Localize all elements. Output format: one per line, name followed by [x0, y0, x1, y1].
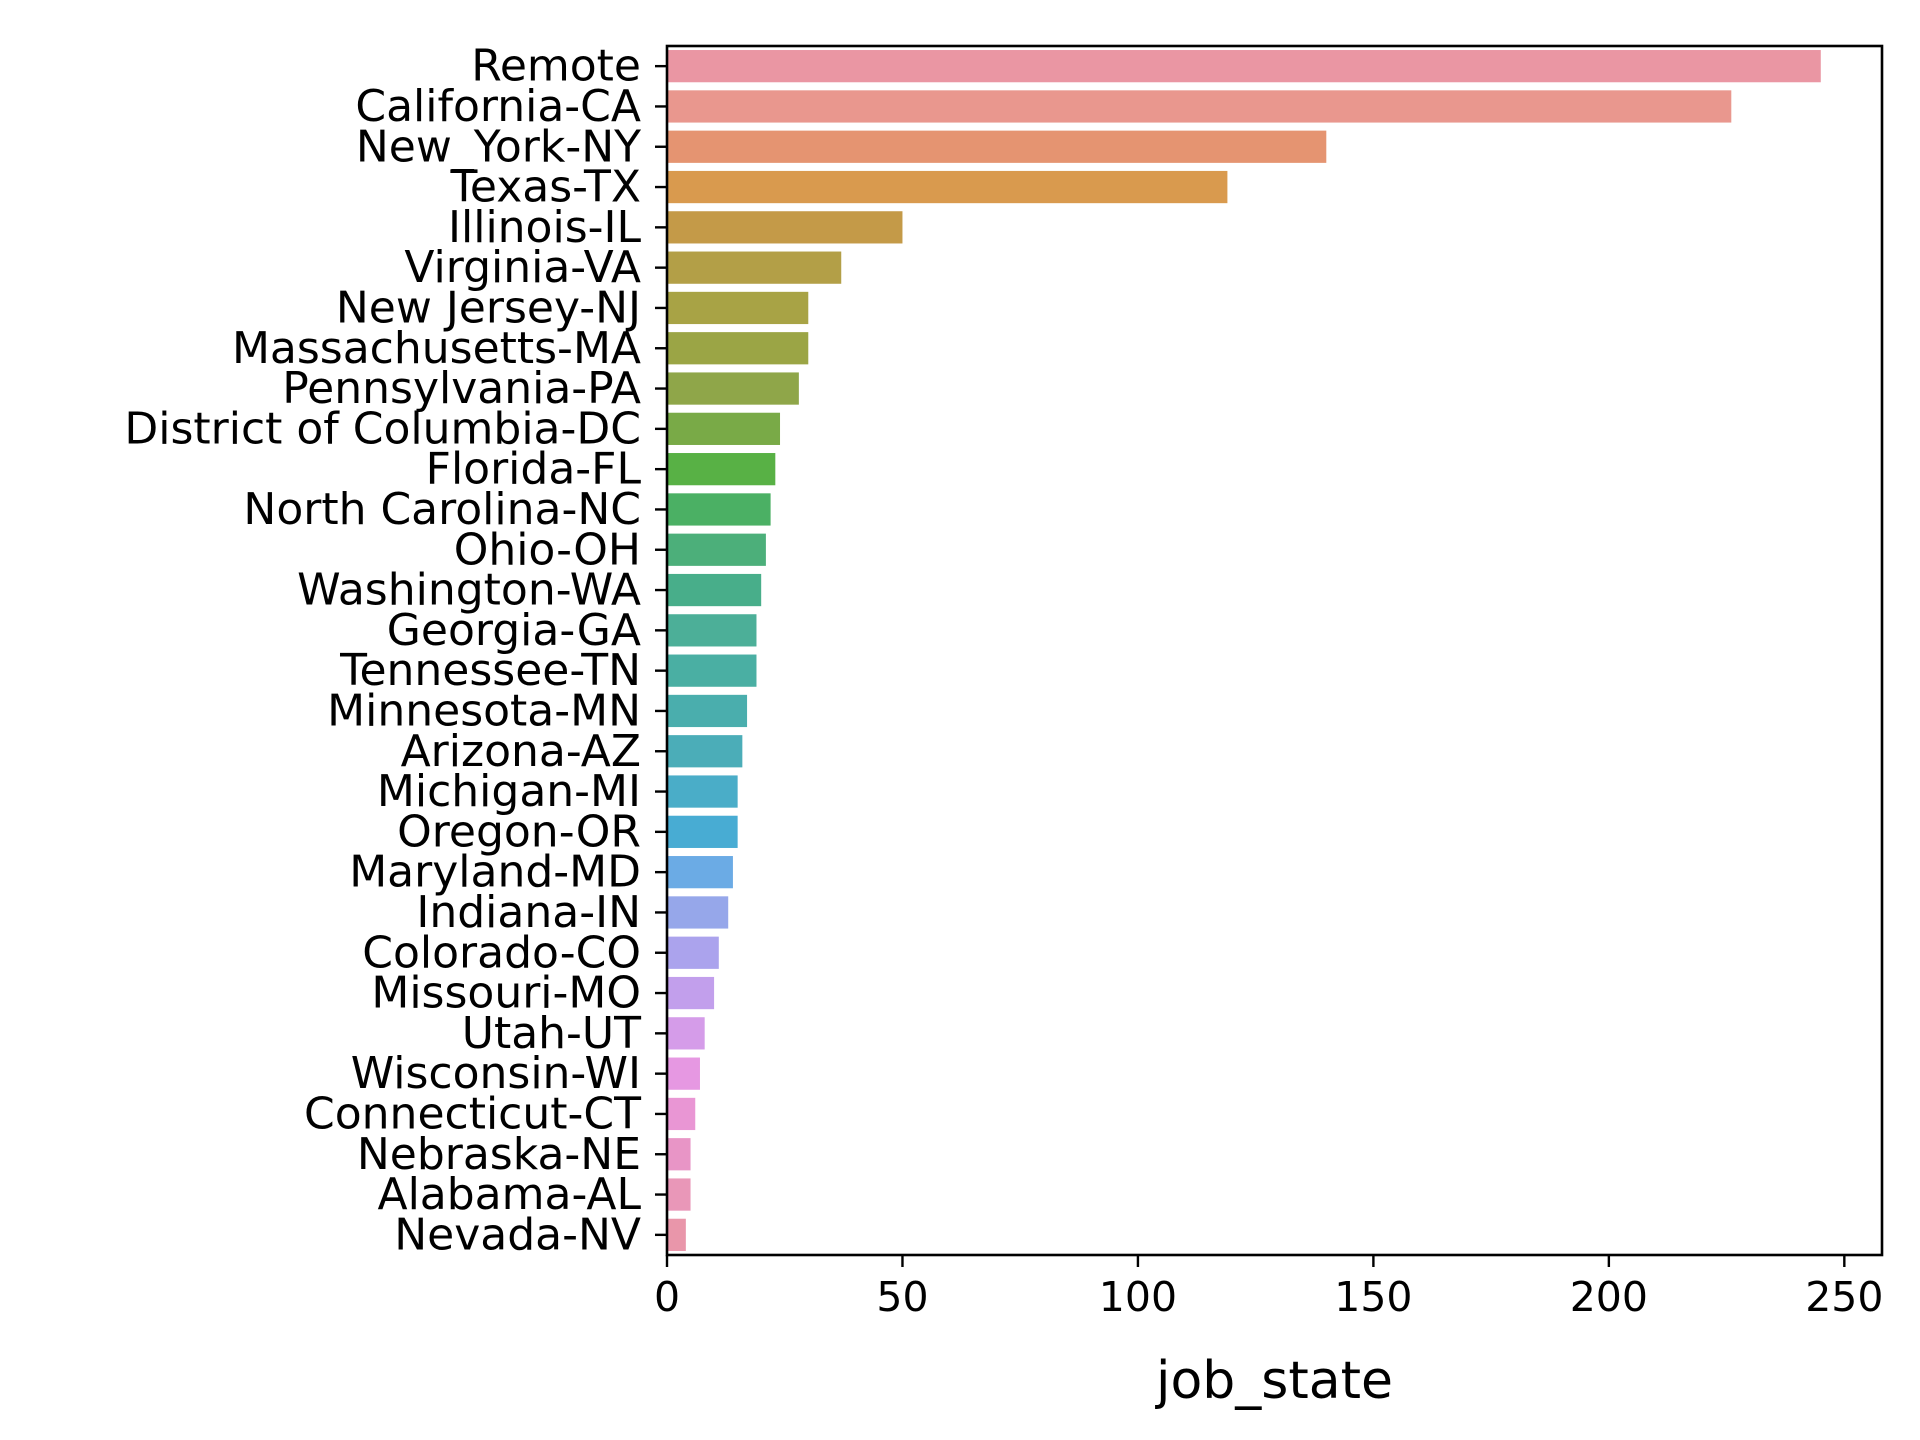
- bar-georgia-ga: [667, 614, 757, 647]
- bar-indiana-in: [667, 896, 729, 929]
- y-tick-label: District of Columbia-DC: [124, 403, 641, 454]
- x-tick-label: 200: [1570, 1273, 1648, 1321]
- y-tick-label: North Carolina-NC: [243, 484, 641, 535]
- y-tick-label: Virginia-VA: [404, 242, 641, 293]
- y-axis: RemoteCalifornia-CANew_York-NYTexas-TXIl…: [124, 41, 667, 1260]
- bar-nevada-nv: [667, 1218, 686, 1251]
- bar-oregon-or: [667, 815, 738, 848]
- bar-minnesota-mn: [667, 694, 748, 728]
- x-axis-title: job_state: [1155, 1351, 1393, 1411]
- bar-new-jersey-nj: [667, 291, 809, 325]
- bar-colorado-co: [667, 936, 719, 969]
- y-tick-label: Arizona-AZ: [401, 726, 641, 777]
- y-tick-label: Indiana-IN: [416, 887, 641, 938]
- bar-remote: [667, 50, 1821, 83]
- bar-district-of-columbia-dc: [667, 412, 781, 445]
- bar-illinois-il: [667, 211, 903, 244]
- bar-washington-wa: [667, 573, 762, 607]
- y-tick-label: New Jersey-NJ: [336, 282, 641, 333]
- bar-massachusetts-ma: [667, 332, 809, 365]
- plot-frame: [665, 44, 1884, 1257]
- bar-alabama-al: [667, 1178, 691, 1211]
- y-tick-label: Oregon-OR: [397, 806, 641, 857]
- y-tick-label: Minnesota-MN: [327, 685, 641, 736]
- y-tick-label: Nebraska-NE: [357, 1129, 641, 1180]
- y-tick-label: Florida-FL: [426, 444, 642, 495]
- y-tick-label: Texas-TX: [450, 162, 641, 213]
- bar-pennsylvania-pa: [667, 372, 799, 405]
- bar-arizona-az: [667, 735, 743, 768]
- y-tick-label: Georgia-GA: [387, 605, 641, 656]
- bar-michigan-mi: [667, 775, 738, 808]
- x-tick-label: 150: [1334, 1273, 1412, 1321]
- y-tick-label: Colorado-CO: [362, 927, 641, 978]
- y-tick-label: Wisconsin-WI: [351, 1048, 641, 1099]
- bar-connecticut-ct: [667, 1097, 696, 1131]
- bar-nebraska-ne: [667, 1138, 691, 1171]
- bars-layer: [667, 50, 1821, 1251]
- y-tick-label: Massachusetts-MA: [232, 323, 641, 374]
- y-tick-label: Maryland-MD: [349, 847, 641, 898]
- y-tick-label: Remote: [471, 41, 641, 92]
- y-tick-label: Utah-UT: [462, 1008, 641, 1059]
- y-tick-label: California-CA: [355, 81, 641, 132]
- x-tick-label: 50: [876, 1273, 928, 1321]
- bar-texas-tx: [667, 170, 1228, 204]
- y-tick-label: Alabama-AL: [377, 1169, 641, 1220]
- bar-california-ca: [667, 90, 1732, 123]
- x-tick-label: 100: [1099, 1273, 1177, 1321]
- y-tick-label: Tennessee-TN: [339, 645, 641, 696]
- bar-north-carolina-nc: [667, 493, 771, 526]
- bar-tennessee-tn: [667, 654, 757, 687]
- y-tick-label: Connecticut-CT: [304, 1088, 641, 1139]
- bar-utah-ut: [667, 1017, 705, 1050]
- bar-ohio-oh: [667, 533, 766, 566]
- bar-florida-fl: [667, 453, 776, 486]
- bar-new-york-ny: [667, 130, 1327, 163]
- x-tick-label: 0: [654, 1273, 680, 1321]
- y-tick-label: Michigan-MI: [377, 766, 641, 817]
- y-tick-label: Ohio-OH: [454, 524, 641, 575]
- bar-wisconsin-wi: [667, 1057, 700, 1090]
- y-tick-label: Missouri-MO: [371, 968, 641, 1019]
- x-axis: 0 50 100 150 200 250: [654, 1255, 1883, 1321]
- bar-maryland-md: [667, 856, 733, 889]
- y-tick-label: Illinois-IL: [448, 202, 641, 253]
- y-tick-label: Washington-WA: [297, 565, 641, 616]
- bar-missouri-mo: [667, 976, 715, 1010]
- x-tick-label: 250: [1805, 1273, 1883, 1321]
- y-tick-label: New_York-NY: [356, 121, 641, 172]
- y-tick-label: Pennsylvania-PA: [282, 363, 641, 414]
- y-tick-label: Nevada-NV: [394, 1209, 641, 1260]
- bar-virginia-va: [667, 251, 842, 284]
